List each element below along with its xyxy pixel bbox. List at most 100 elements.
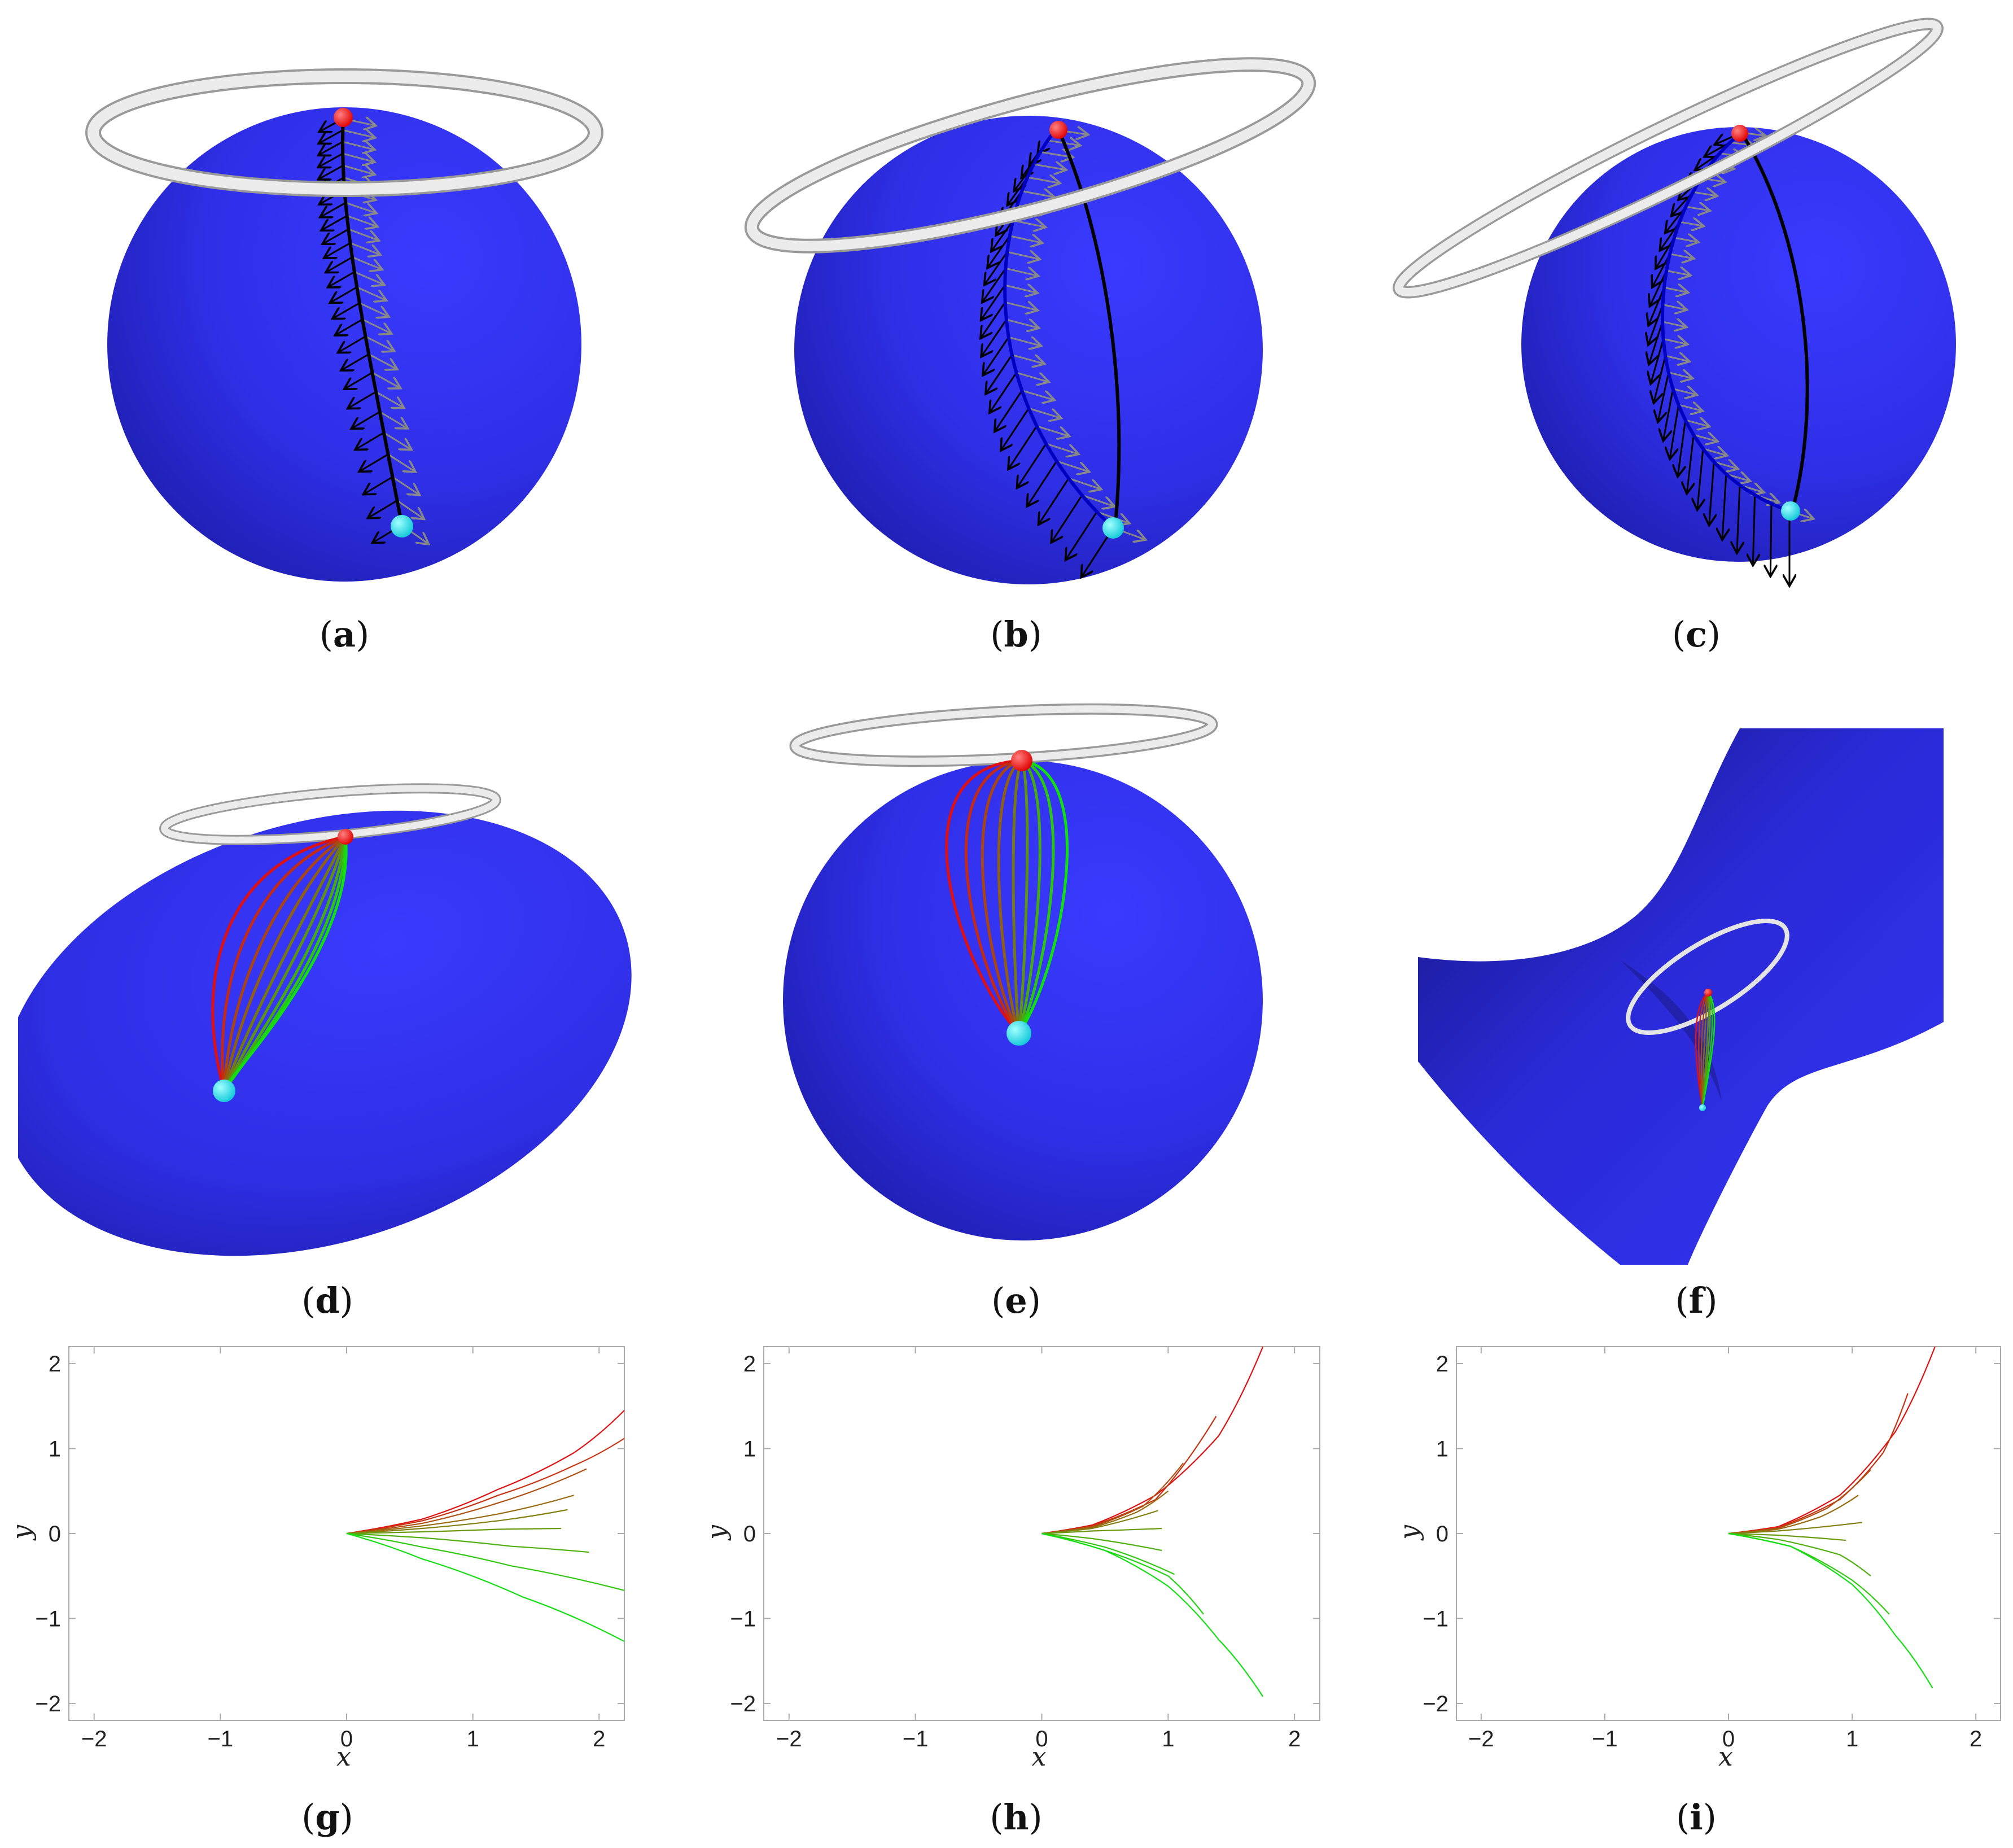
ring xyxy=(791,705,1216,765)
x-tick-label: 1 xyxy=(1162,1727,1174,1751)
transport-arrow xyxy=(1665,356,1688,361)
transport-arrow xyxy=(982,319,1008,355)
y-tick-label: 2 xyxy=(49,1352,61,1377)
transport-arrow xyxy=(392,476,418,494)
chart-i: −2 −1 0 1 2 −2 −1 0 1 2 x y xyxy=(1394,1346,2001,1772)
start-point xyxy=(1011,750,1032,771)
transport-arrow xyxy=(365,476,393,493)
transport-arrow xyxy=(324,228,349,243)
ring xyxy=(1626,919,1789,1035)
transport-arrow xyxy=(1036,425,1068,436)
series-line xyxy=(346,1509,568,1535)
y-tick-label: 1 xyxy=(1436,1437,1449,1462)
end-point xyxy=(1699,1104,1706,1111)
transport-arrow xyxy=(345,372,373,388)
transport-arrow xyxy=(1669,254,1692,259)
transport-arrow xyxy=(353,411,380,427)
panel-clip-left xyxy=(0,790,18,1299)
geodesic xyxy=(222,836,347,1092)
sphere-surface xyxy=(794,116,1263,584)
series-line xyxy=(346,1438,624,1535)
transport-arrow xyxy=(1685,420,1708,426)
transport-arrow xyxy=(1039,478,1070,523)
transport-arrow xyxy=(1737,485,1740,552)
y-axis-label: y xyxy=(701,1524,732,1541)
transport-arrow xyxy=(1033,164,1065,169)
transport-arrow xyxy=(357,431,384,449)
geodesic xyxy=(964,759,1022,1034)
geodesic xyxy=(222,836,347,1092)
x-tick-label: −2 xyxy=(1468,1727,1494,1751)
y-tick-label: −2 xyxy=(1423,1692,1449,1716)
transport-arrow xyxy=(322,215,348,230)
transport-arrow xyxy=(1649,304,1664,343)
transport-arrow xyxy=(362,318,390,333)
y-tick-label: −2 xyxy=(730,1692,756,1716)
transport-arrow xyxy=(982,285,1006,319)
transport-arrow xyxy=(1028,460,1058,505)
transport-arrow xyxy=(343,164,373,174)
transport-arrow xyxy=(1006,320,1038,327)
transport-arrow xyxy=(991,372,1017,412)
y-tick-label: 2 xyxy=(743,1352,756,1377)
transport-arrow xyxy=(365,335,393,351)
transport-arrow xyxy=(1016,372,1048,382)
y-tick-label: 0 xyxy=(743,1522,756,1546)
transport-arrow xyxy=(995,390,1023,431)
x-tick-label: 2 xyxy=(1288,1727,1301,1751)
transport-arrow xyxy=(349,242,379,254)
y-tick-label: −1 xyxy=(1423,1606,1449,1631)
transport-arrow xyxy=(1022,191,1053,196)
ellipsoid-surface xyxy=(1,810,632,1256)
caption-e: (e) xyxy=(991,1280,1041,1321)
x-tick-label: 0 xyxy=(1722,1727,1735,1751)
transport-arrow xyxy=(320,141,343,155)
geodesic xyxy=(1017,759,1069,1034)
transport-arrow xyxy=(320,129,343,142)
transport-arrow xyxy=(1007,252,1038,259)
transport-arrow xyxy=(1651,270,1668,305)
transport-arrow xyxy=(339,335,366,352)
transport-arrow xyxy=(1018,443,1047,487)
transport-arrow xyxy=(1001,408,1030,449)
transport-arrow xyxy=(1678,405,1701,410)
transport-arrow xyxy=(1709,461,1714,524)
transport-arrow xyxy=(1666,270,1689,275)
caption-b: (b) xyxy=(990,614,1042,655)
transported-arrows-black xyxy=(982,129,1114,576)
start-point xyxy=(1704,989,1712,997)
transport-arrow xyxy=(983,268,1007,301)
x-tick-label: 1 xyxy=(1846,1727,1858,1751)
x-axis-label: x xyxy=(336,1741,351,1772)
caption-h: (h) xyxy=(990,1797,1042,1838)
transport-arrow xyxy=(1028,407,1060,418)
geodesic xyxy=(222,836,347,1091)
series-line xyxy=(1041,1532,1162,1552)
transport-arrow xyxy=(1668,373,1691,378)
end-point xyxy=(1781,501,1800,521)
geodesic-fan xyxy=(211,835,348,1092)
transport-arrow xyxy=(1021,390,1053,400)
series-line xyxy=(1041,1532,1264,1697)
y-axis-label: y xyxy=(1394,1524,1424,1541)
series-line xyxy=(1728,1347,1936,1535)
panel-b xyxy=(744,57,1316,584)
series-group xyxy=(1728,1347,1936,1689)
geodesic-curve xyxy=(1057,129,1121,528)
transport-arrow xyxy=(349,391,377,408)
ring xyxy=(87,71,601,195)
y-tick-label: 0 xyxy=(49,1522,61,1546)
caption-d: (d) xyxy=(301,1280,353,1321)
series-line xyxy=(1728,1495,1859,1535)
transport-arrow xyxy=(1004,285,1036,292)
transport-arrow xyxy=(1770,504,1771,575)
transport-arrow xyxy=(1027,177,1058,183)
transport-arrow xyxy=(1693,192,1716,195)
transport-arrow xyxy=(1662,322,1685,327)
transport-arrow xyxy=(1687,434,1693,492)
transport-arrow xyxy=(361,453,389,471)
transport-arrow xyxy=(1663,339,1686,344)
panel-e xyxy=(783,703,1263,1240)
geodesic xyxy=(221,835,346,1091)
y-tick-label: −2 xyxy=(35,1692,61,1716)
